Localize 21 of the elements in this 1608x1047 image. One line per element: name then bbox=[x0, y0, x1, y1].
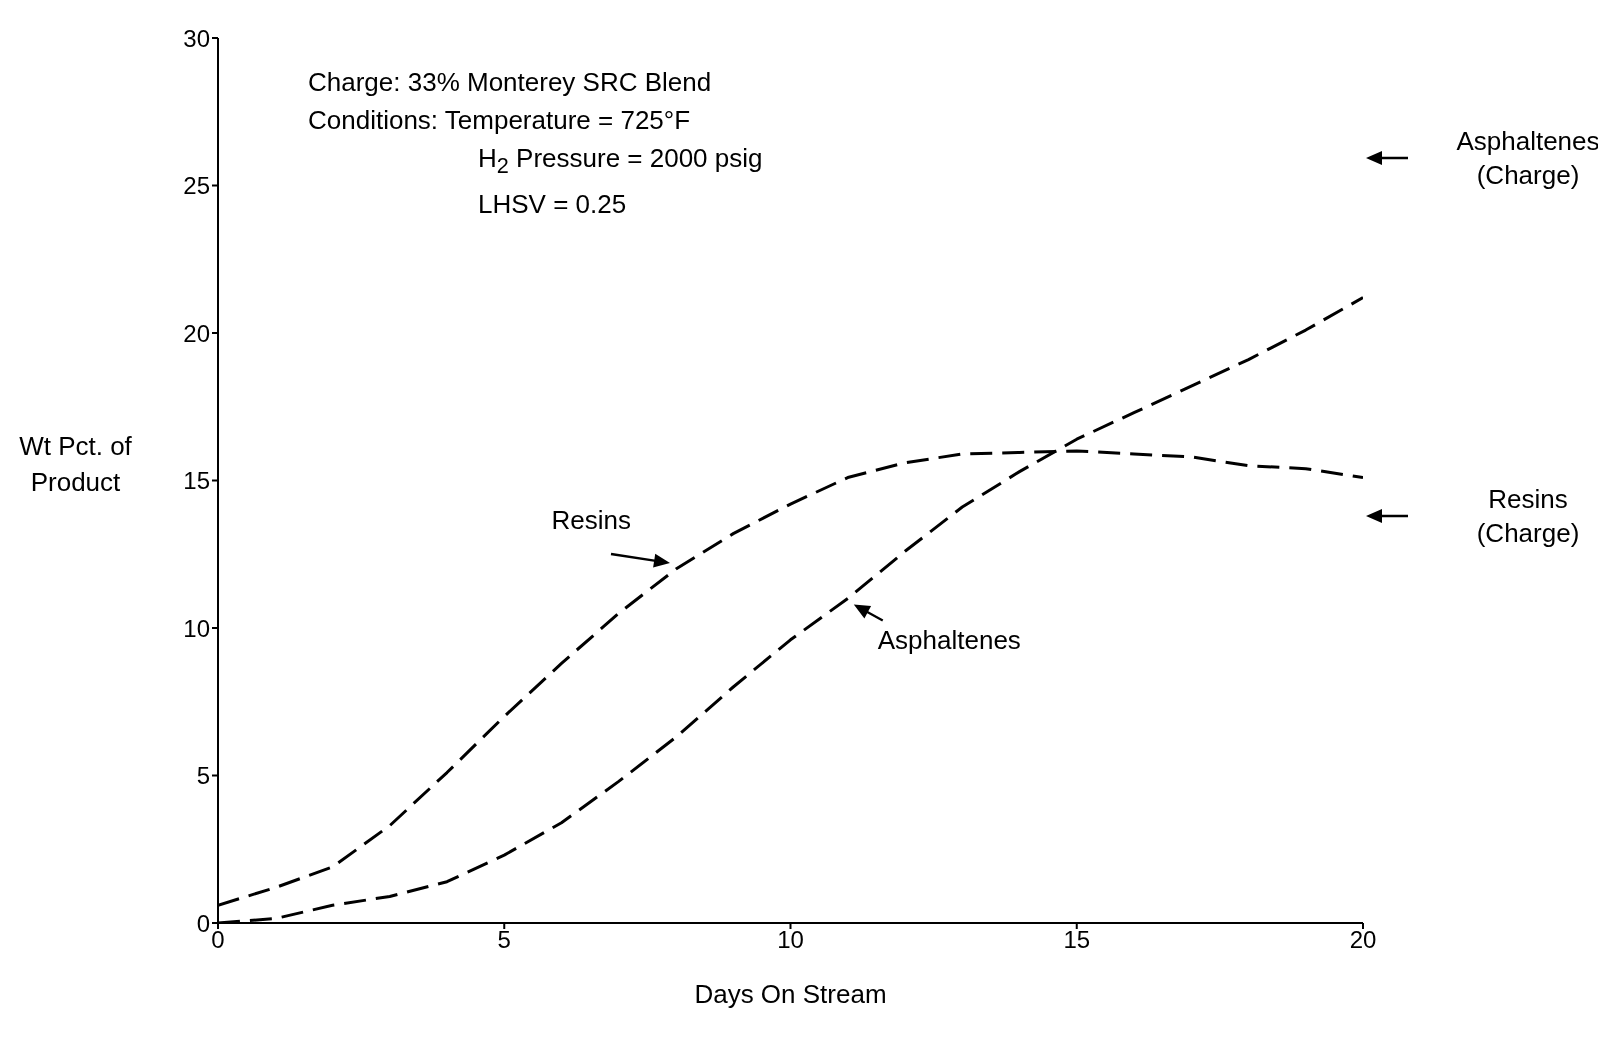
text: Asphaltenes (Charge) bbox=[1456, 126, 1600, 190]
y-tick-label: 10 bbox=[183, 614, 210, 642]
legend-label: Asphaltenes bbox=[877, 624, 1021, 655]
annotation: Conditions: Temperature = 725°F bbox=[308, 104, 692, 137]
y-tick-label: 25 bbox=[183, 172, 210, 200]
y-tick-label: 15 bbox=[183, 467, 210, 495]
x-tick-label: 20 bbox=[1349, 926, 1377, 954]
text: Resins (Charge) bbox=[1476, 484, 1580, 548]
annotation: Charge: 33% Monterey SRC Blend bbox=[308, 66, 713, 99]
x-axis-title: Days On Stream bbox=[694, 979, 887, 1009]
annotation: H$_{2}$ Pressure = 2000 psig bbox=[477, 142, 763, 181]
y-axis-title: Wt Pct. of Product bbox=[18, 430, 133, 499]
text: Resins bbox=[551, 505, 631, 535]
y-tick-label: 20 bbox=[183, 319, 210, 347]
x-tick-label: 10 bbox=[777, 926, 804, 954]
annotation: LHSV = 0.25 bbox=[477, 188, 628, 222]
x-tick-label: 5 bbox=[497, 926, 511, 954]
y-tick-label: 0 bbox=[196, 909, 210, 937]
y-tick-label: 30 bbox=[183, 24, 210, 52]
y-tick-label: 5 bbox=[196, 762, 210, 790]
x-tick-label: 15 bbox=[1063, 926, 1091, 954]
